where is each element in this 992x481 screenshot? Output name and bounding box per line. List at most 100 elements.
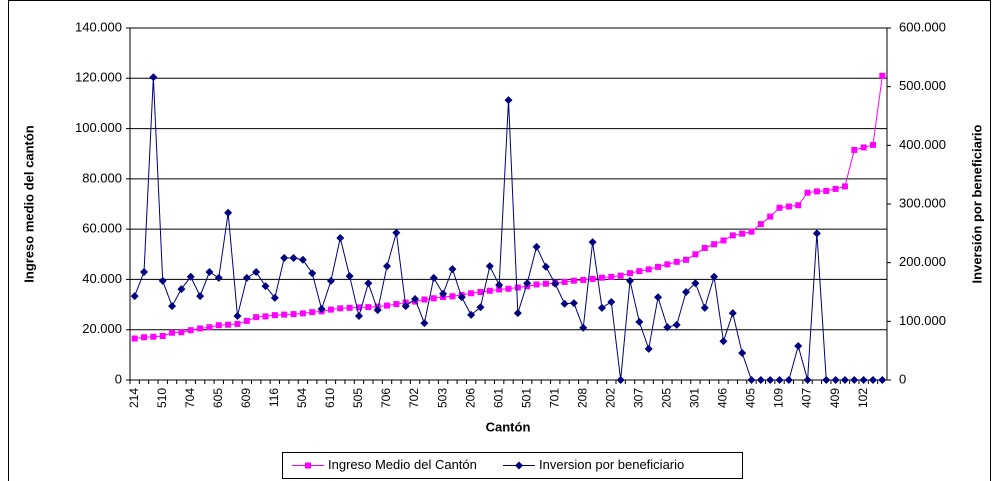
point <box>738 349 747 358</box>
point <box>393 301 400 308</box>
point <box>720 237 727 244</box>
point <box>775 376 784 384</box>
point <box>794 341 803 350</box>
point <box>766 376 775 384</box>
point <box>252 268 261 277</box>
x-tick-label: 307 <box>632 388 646 408</box>
point <box>664 261 671 268</box>
point <box>477 289 484 295</box>
point <box>177 285 186 294</box>
point <box>214 273 223 282</box>
y-tick-label: 20.000 <box>82 321 122 336</box>
point <box>840 376 849 384</box>
y-tick-label: 0 <box>115 371 122 386</box>
y-tick-label: 60.000 <box>82 221 122 236</box>
point <box>672 320 681 329</box>
point <box>635 317 644 326</box>
point <box>289 253 298 262</box>
legend-label: Inversion por beneficiario <box>539 457 684 472</box>
point <box>421 296 428 303</box>
point <box>141 334 148 341</box>
x-tick-label: 109 <box>772 388 786 408</box>
y-tick-label: 80.000 <box>82 170 122 185</box>
point <box>496 286 503 293</box>
point <box>663 323 672 332</box>
point <box>869 141 876 148</box>
point <box>608 273 615 280</box>
x-tick-label: 704 <box>183 388 197 408</box>
point <box>868 376 877 384</box>
x-tick-label: 706 <box>379 388 393 408</box>
point <box>169 329 176 336</box>
point <box>317 305 326 314</box>
point <box>486 287 493 294</box>
point <box>448 265 457 274</box>
point <box>532 242 541 251</box>
x-tick-label: 505 <box>351 388 365 408</box>
point <box>131 335 138 342</box>
point <box>290 311 297 318</box>
point <box>299 310 306 317</box>
point <box>430 295 437 302</box>
point <box>178 329 185 336</box>
point <box>197 325 204 332</box>
point <box>859 376 868 384</box>
y2-tick-label: 500.000 <box>899 78 946 93</box>
y2-tick-label: 400.000 <box>899 137 946 152</box>
point <box>878 376 887 384</box>
point <box>467 310 476 319</box>
point <box>158 276 167 285</box>
x-axis-title: Cantón <box>486 419 531 434</box>
point <box>429 273 438 282</box>
y2-tick-label: 600.000 <box>899 19 946 34</box>
x-tick-label: 407 <box>800 388 814 408</box>
y2-tick-label: 300.000 <box>899 195 946 210</box>
y-tick-label: 140.000 <box>75 19 122 34</box>
point <box>327 306 334 313</box>
point <box>580 276 587 283</box>
point <box>298 255 307 264</box>
point <box>326 276 335 285</box>
point <box>598 274 605 281</box>
x-tick-label: 609 <box>239 388 253 408</box>
point <box>485 262 494 271</box>
point <box>655 263 662 270</box>
point <box>233 312 242 321</box>
point <box>748 228 755 235</box>
y-tick-label: 100.000 <box>75 120 122 135</box>
plot-area <box>129 27 888 381</box>
point <box>149 73 158 82</box>
point <box>851 146 858 153</box>
x-tick-label: 208 <box>575 388 589 408</box>
point <box>636 268 643 275</box>
y-axis-title: Ingreso medio del cantón <box>21 125 36 283</box>
point <box>206 324 213 331</box>
point <box>757 221 764 228</box>
point <box>711 241 718 248</box>
point <box>420 319 429 328</box>
point <box>243 317 250 324</box>
point <box>383 262 392 271</box>
x-tick-label: 102 <box>856 388 870 408</box>
x-tick-label: 601 <box>491 388 505 408</box>
point <box>513 309 522 318</box>
point <box>354 312 363 321</box>
point <box>364 279 373 288</box>
point <box>476 303 485 312</box>
point <box>150 333 157 340</box>
point <box>336 234 345 243</box>
x-tick-label: 409 <box>828 388 842 408</box>
point <box>589 275 596 282</box>
point <box>168 302 177 311</box>
x-tick-label: 503 <box>435 388 449 408</box>
point <box>262 313 269 320</box>
x-tick-label: 214 <box>127 388 141 408</box>
point <box>542 280 549 287</box>
point <box>756 376 765 384</box>
point <box>728 309 737 318</box>
point <box>812 229 821 238</box>
point <box>804 189 811 196</box>
y-tick-label: 40.000 <box>82 271 122 286</box>
point <box>691 279 700 288</box>
point <box>561 278 568 285</box>
